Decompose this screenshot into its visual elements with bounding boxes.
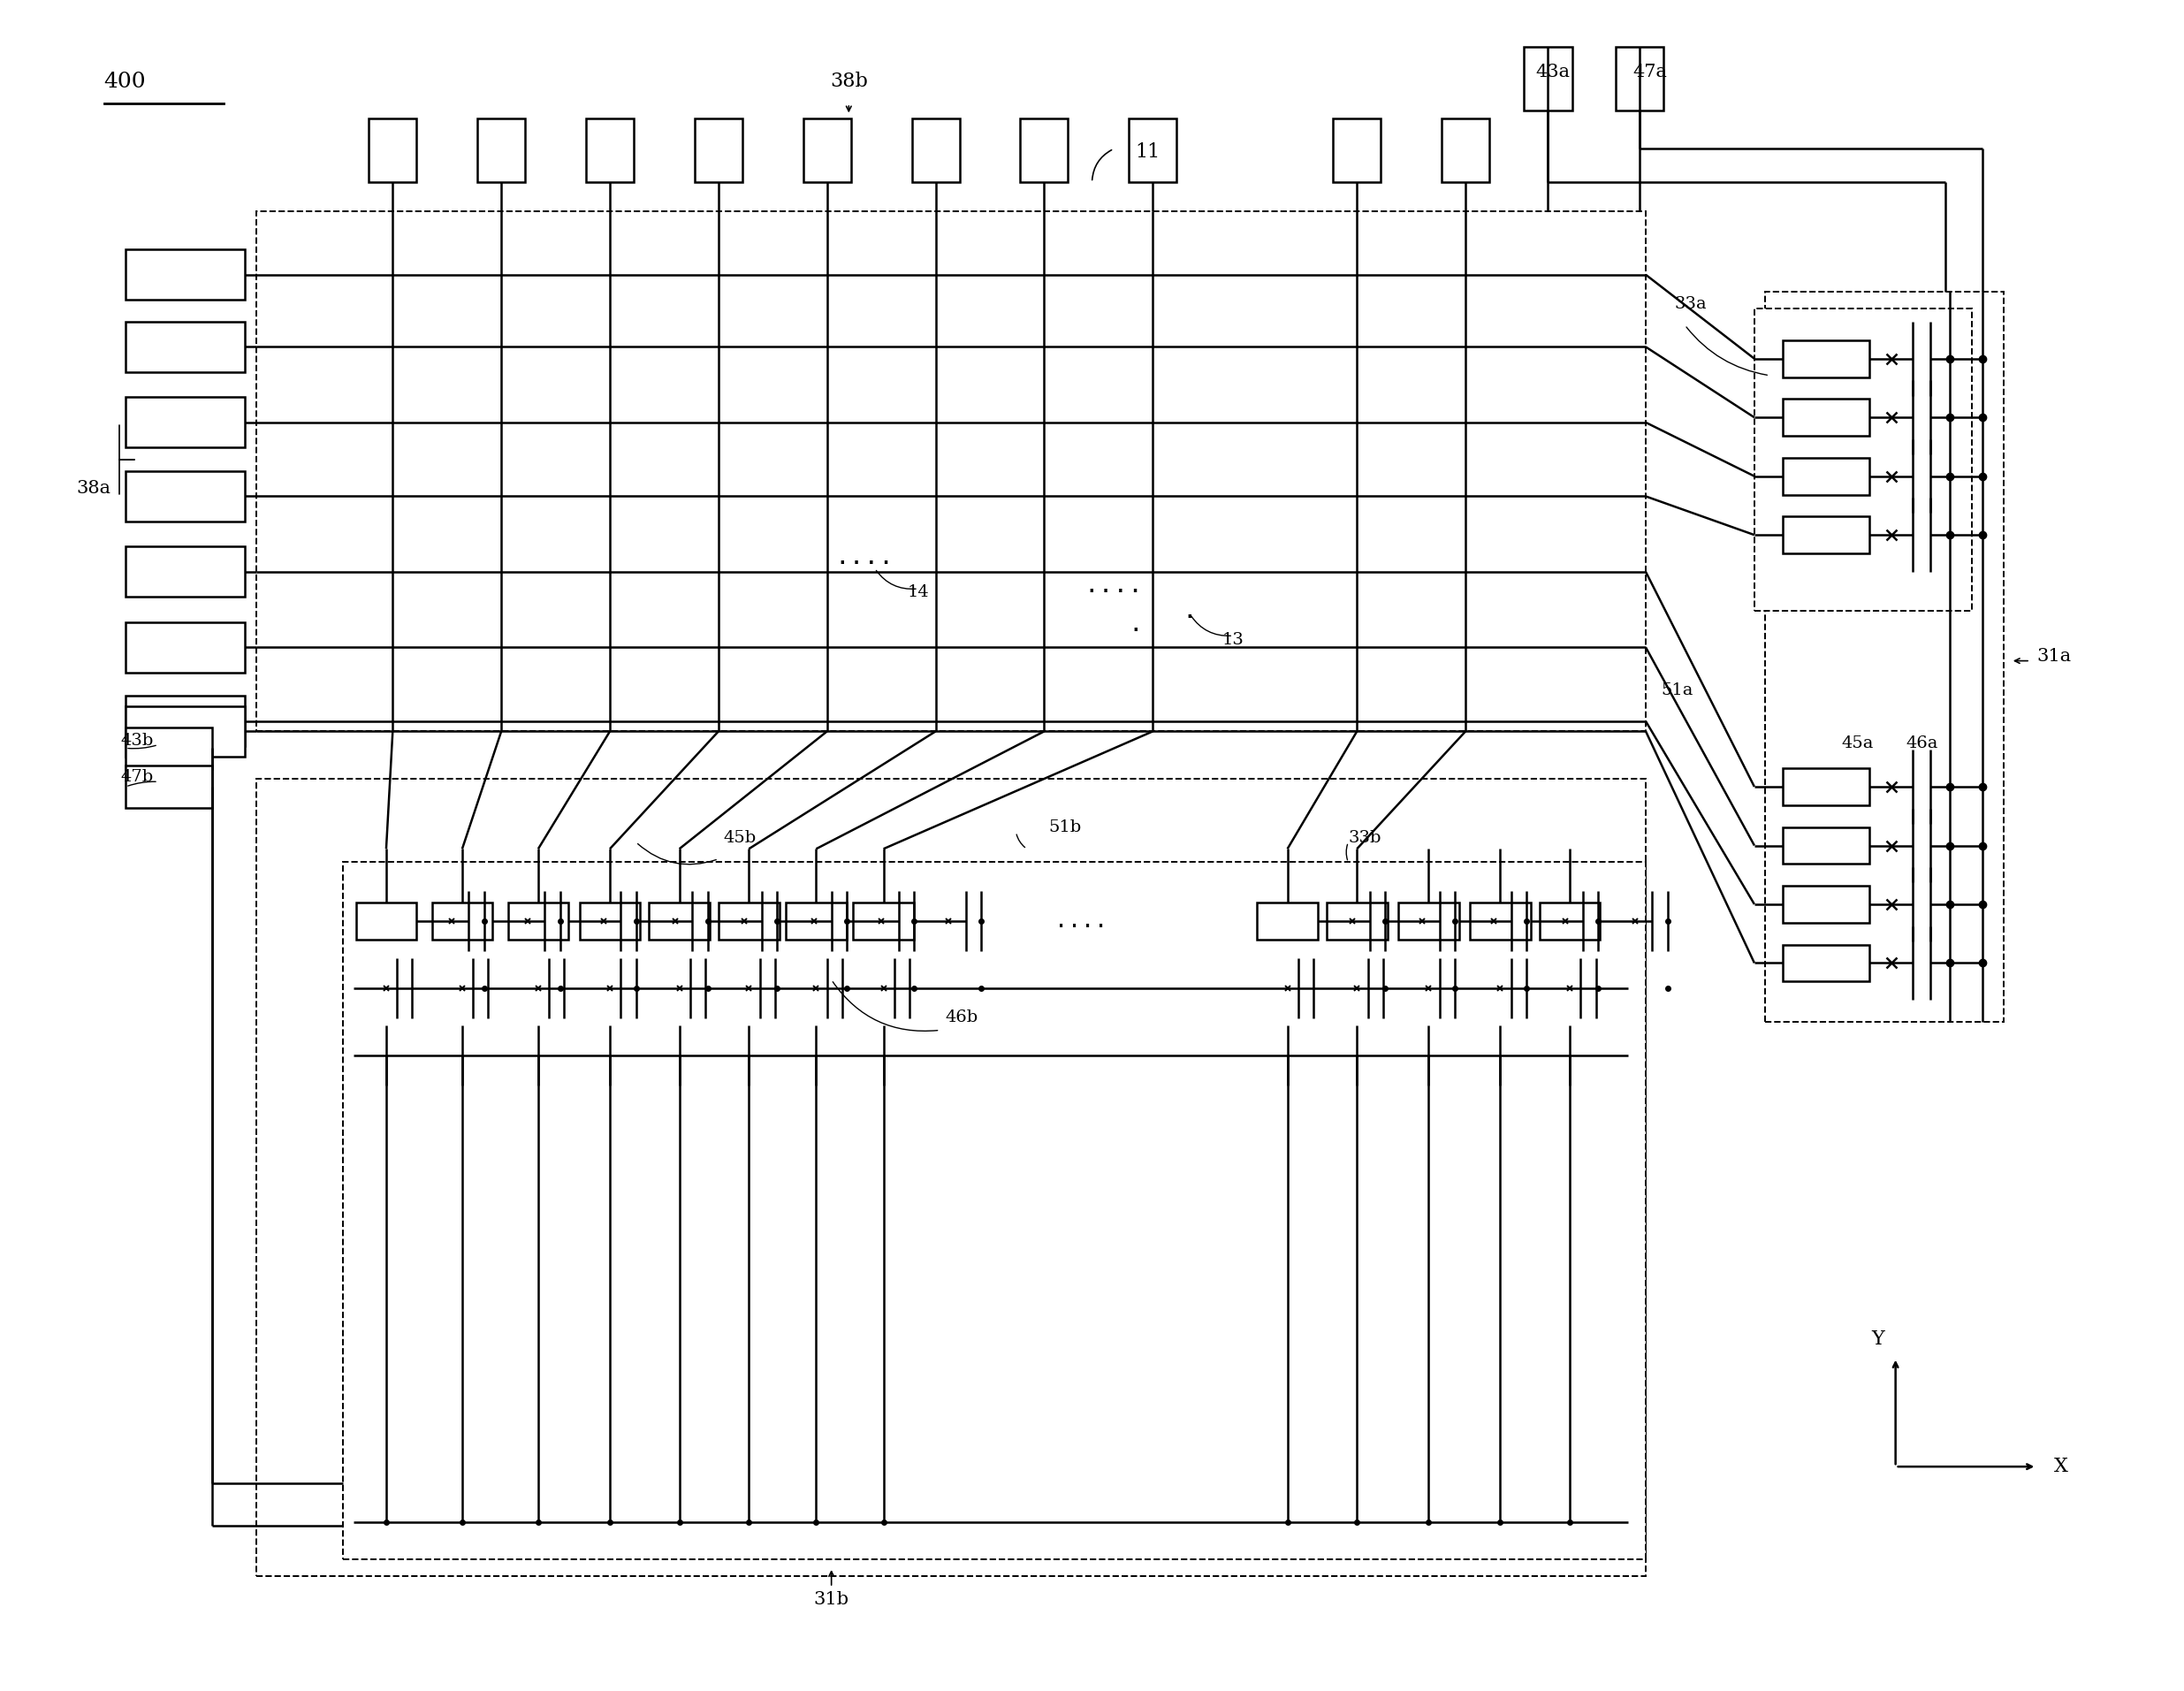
Bar: [127, 622, 245, 673]
Bar: [127, 707, 245, 756]
Bar: [1326, 903, 1387, 940]
Text: ....: ....: [1083, 573, 1144, 597]
Bar: [695, 118, 743, 183]
Bar: [127, 766, 212, 808]
Text: 31b: 31b: [815, 1591, 850, 1608]
Bar: [1754, 308, 1972, 610]
Bar: [1129, 118, 1177, 183]
Text: 33b: 33b: [1348, 830, 1382, 846]
Bar: [509, 903, 568, 940]
Bar: [1782, 827, 1870, 864]
Text: 43a: 43a: [1535, 63, 1570, 79]
Bar: [1020, 118, 1068, 183]
Text: 45a: 45a: [1841, 736, 1874, 752]
Bar: [1332, 118, 1380, 183]
Bar: [1441, 118, 1489, 183]
Text: 47a: 47a: [1634, 63, 1666, 79]
Bar: [1782, 399, 1870, 436]
Bar: [127, 397, 245, 448]
Text: ....: ....: [834, 545, 893, 570]
Text: 45b: 45b: [723, 830, 756, 846]
Bar: [1398, 903, 1459, 940]
Bar: [127, 697, 245, 746]
Bar: [786, 903, 847, 940]
Bar: [356, 903, 417, 940]
Bar: [127, 472, 245, 521]
Bar: [804, 118, 852, 183]
Bar: [1258, 903, 1317, 940]
Text: 38a: 38a: [76, 480, 111, 497]
Bar: [256, 211, 1647, 731]
Text: ....: ....: [1055, 910, 1107, 932]
Text: 38b: 38b: [830, 71, 867, 91]
Bar: [911, 118, 959, 183]
Text: X: X: [2055, 1458, 2068, 1476]
Text: 47b: 47b: [120, 769, 153, 785]
Text: 46a: 46a: [1907, 736, 1939, 752]
Text: 43b: 43b: [120, 732, 153, 749]
Bar: [369, 118, 417, 183]
Bar: [1782, 458, 1870, 495]
Bar: [127, 250, 245, 299]
Bar: [1524, 46, 1572, 110]
Bar: [585, 118, 633, 183]
Bar: [1782, 886, 1870, 923]
Text: 31a: 31a: [2038, 648, 2070, 665]
Bar: [1616, 46, 1664, 110]
Bar: [719, 903, 780, 940]
Bar: [649, 903, 710, 940]
Bar: [127, 546, 245, 597]
Text: 33a: 33a: [1673, 296, 1706, 311]
Text: 13: 13: [1223, 632, 1245, 648]
Text: 400: 400: [105, 71, 146, 91]
Text: Y: Y: [1872, 1329, 1885, 1348]
Text: .: .: [1127, 612, 1142, 636]
Bar: [127, 727, 212, 769]
Text: 51a: 51a: [1662, 681, 1693, 698]
Bar: [1782, 945, 1870, 981]
Bar: [256, 778, 1647, 1576]
Bar: [1765, 291, 2005, 1021]
Bar: [478, 118, 524, 183]
Text: 46b: 46b: [946, 1010, 978, 1025]
Text: 51b: 51b: [1048, 820, 1081, 835]
Bar: [1782, 340, 1870, 377]
Bar: [579, 903, 640, 940]
Bar: [127, 321, 245, 372]
Bar: [1782, 516, 1870, 553]
Bar: [343, 862, 1647, 1559]
Bar: [854, 903, 913, 940]
Text: 11: 11: [1136, 142, 1160, 162]
Bar: [1470, 903, 1531, 940]
Bar: [432, 903, 494, 940]
Text: .: .: [1182, 599, 1197, 622]
Text: 14: 14: [906, 585, 928, 600]
Bar: [1540, 903, 1601, 940]
Bar: [1782, 768, 1870, 805]
